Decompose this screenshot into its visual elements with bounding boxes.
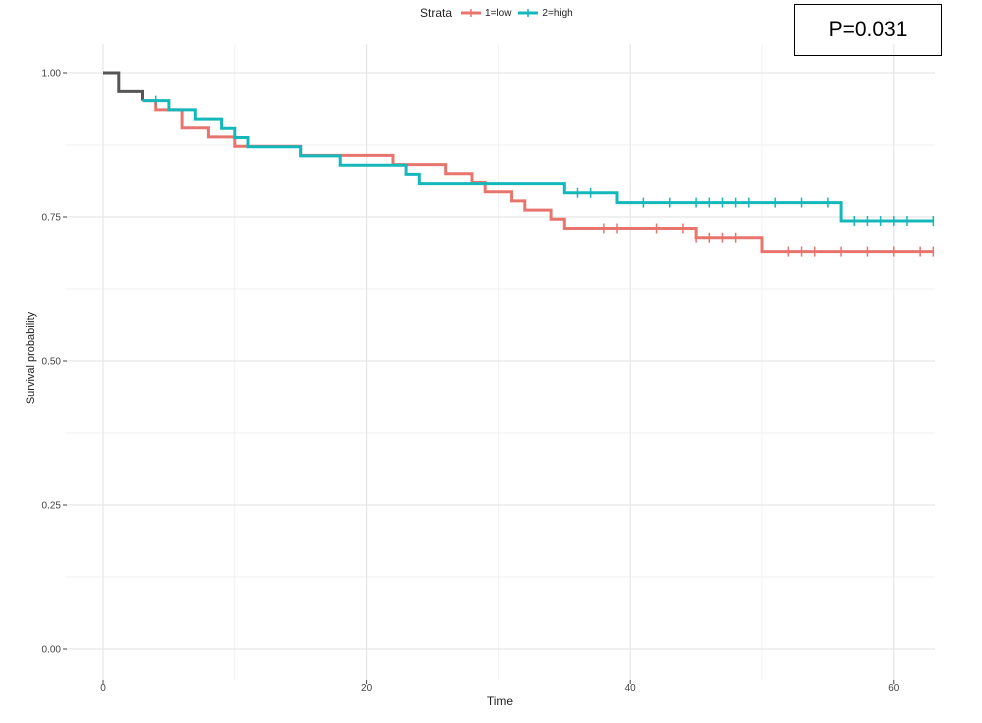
y-tick-label: 0.75 (42, 213, 62, 224)
survival-curve-shared (103, 71, 144, 101)
x-tick-label: 40 (625, 683, 637, 694)
x-tick-label: 60 (888, 683, 900, 694)
y-tick-label: 0.25 (42, 501, 62, 512)
legend-item-high: 2=high (517, 7, 573, 19)
legend-title: Strata (420, 6, 453, 20)
legend-swatch-high (518, 9, 539, 17)
x-axis-title: Time (486, 694, 514, 708)
plot-panel (67, 44, 935, 680)
legend-swatch-low (461, 9, 482, 17)
survival-curve-low (142, 99, 934, 254)
x-tick-label: 0 (100, 683, 106, 694)
y-tick-label: 0.50 (42, 357, 62, 368)
y-tick-label: 1.00 (42, 69, 62, 80)
survival-curve-high (142, 99, 934, 223)
y-tick-label: 0.00 (42, 645, 62, 656)
legend-item-low: 1=low (460, 8, 511, 19)
legend: Strata 1=low 2=high (420, 6, 579, 20)
p-value-annotation: P=0.031 (794, 4, 942, 56)
legend-label-high: 2=high (542, 7, 573, 19)
legend-label-low: 1=low (485, 7, 512, 19)
x-tick-label: 20 (361, 683, 373, 694)
y-axis-title: Survival probability (25, 311, 37, 405)
